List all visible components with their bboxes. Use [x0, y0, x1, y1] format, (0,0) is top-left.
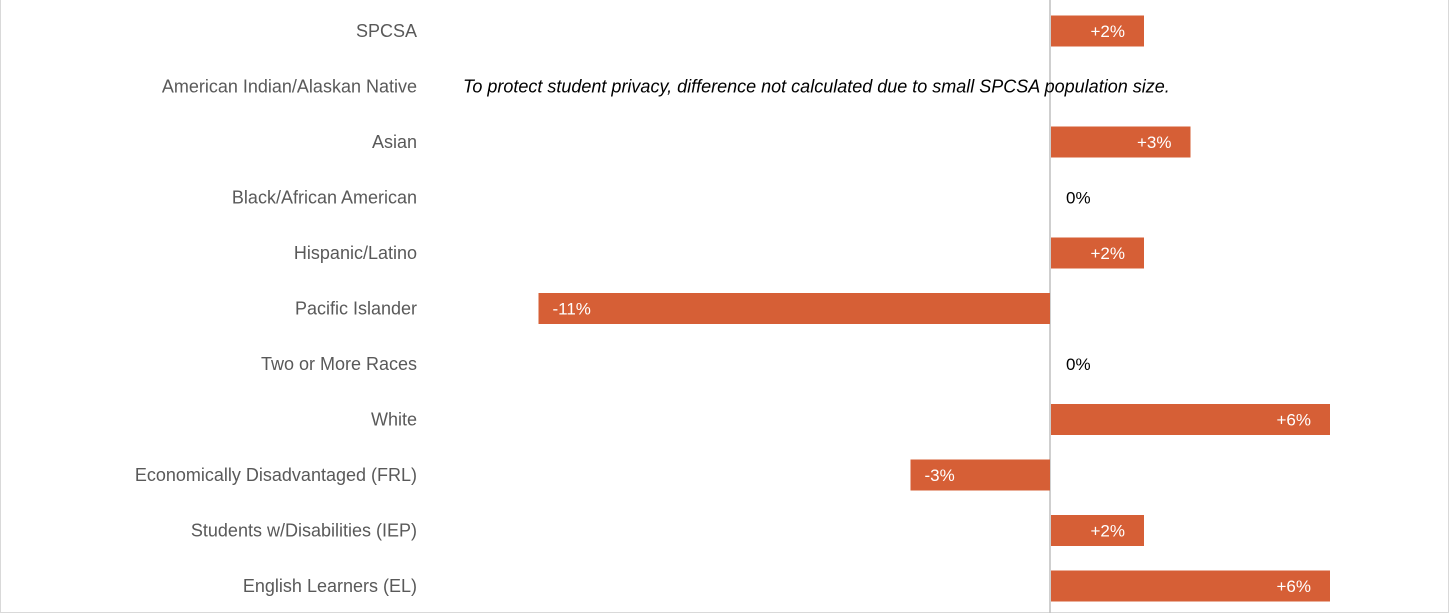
data-label-economically-disadvantaged-frl: -3% — [925, 466, 955, 485]
data-label-spcsa: +2% — [1091, 22, 1126, 41]
category-label-pacific-islander: Pacific Islander — [295, 299, 417, 319]
privacy-note-0: To protect student privacy, difference n… — [463, 77, 1170, 97]
bar-spcsa — [1051, 15, 1144, 47]
category-label-english-learners-el: English Learners (EL) — [243, 576, 417, 596]
data-label-white: +6% — [1277, 411, 1312, 430]
category-label-white: White — [371, 410, 417, 430]
bar-english-learners-el — [1051, 570, 1330, 602]
category-label-two-or-more-races: Two or More Races — [261, 354, 417, 374]
data-label-pacific-islander: -11% — [553, 300, 591, 319]
data-label-black-african-american: 0% — [1066, 189, 1091, 208]
data-label-two-or-more-races: 0% — [1066, 355, 1091, 374]
category-label-economically-disadvantaged-frl: Economically Disadvantaged (FRL) — [135, 465, 417, 485]
data-label-hispanic-latino: +2% — [1091, 244, 1126, 263]
bar-asian — [1051, 126, 1191, 158]
category-label-students-w-disabilities-iep: Students w/Disabilities (IEP) — [191, 521, 417, 541]
bar-economically-disadvantaged-frl — [910, 459, 1050, 491]
data-label-english-learners-el: +6% — [1277, 577, 1312, 596]
data-label-asian: +3% — [1137, 133, 1172, 152]
category-label-american-indian-alaskan-native: American Indian/Alaskan Native — [162, 77, 417, 97]
data-label-students-w-disabilities-iep: +2% — [1091, 522, 1126, 541]
bar-hispanic-latino — [1051, 237, 1144, 269]
category-label-asian: Asian — [372, 132, 417, 152]
bar-white — [1051, 404, 1330, 435]
category-label-hispanic-latino: Hispanic/Latino — [294, 243, 417, 263]
category-label-black-african-american: Black/African American — [232, 188, 417, 208]
bar-students-w-disabilities-iep — [1051, 515, 1144, 546]
category-label-spcsa: SPCSA — [356, 21, 417, 41]
bar-pacific-islander — [538, 293, 1050, 324]
